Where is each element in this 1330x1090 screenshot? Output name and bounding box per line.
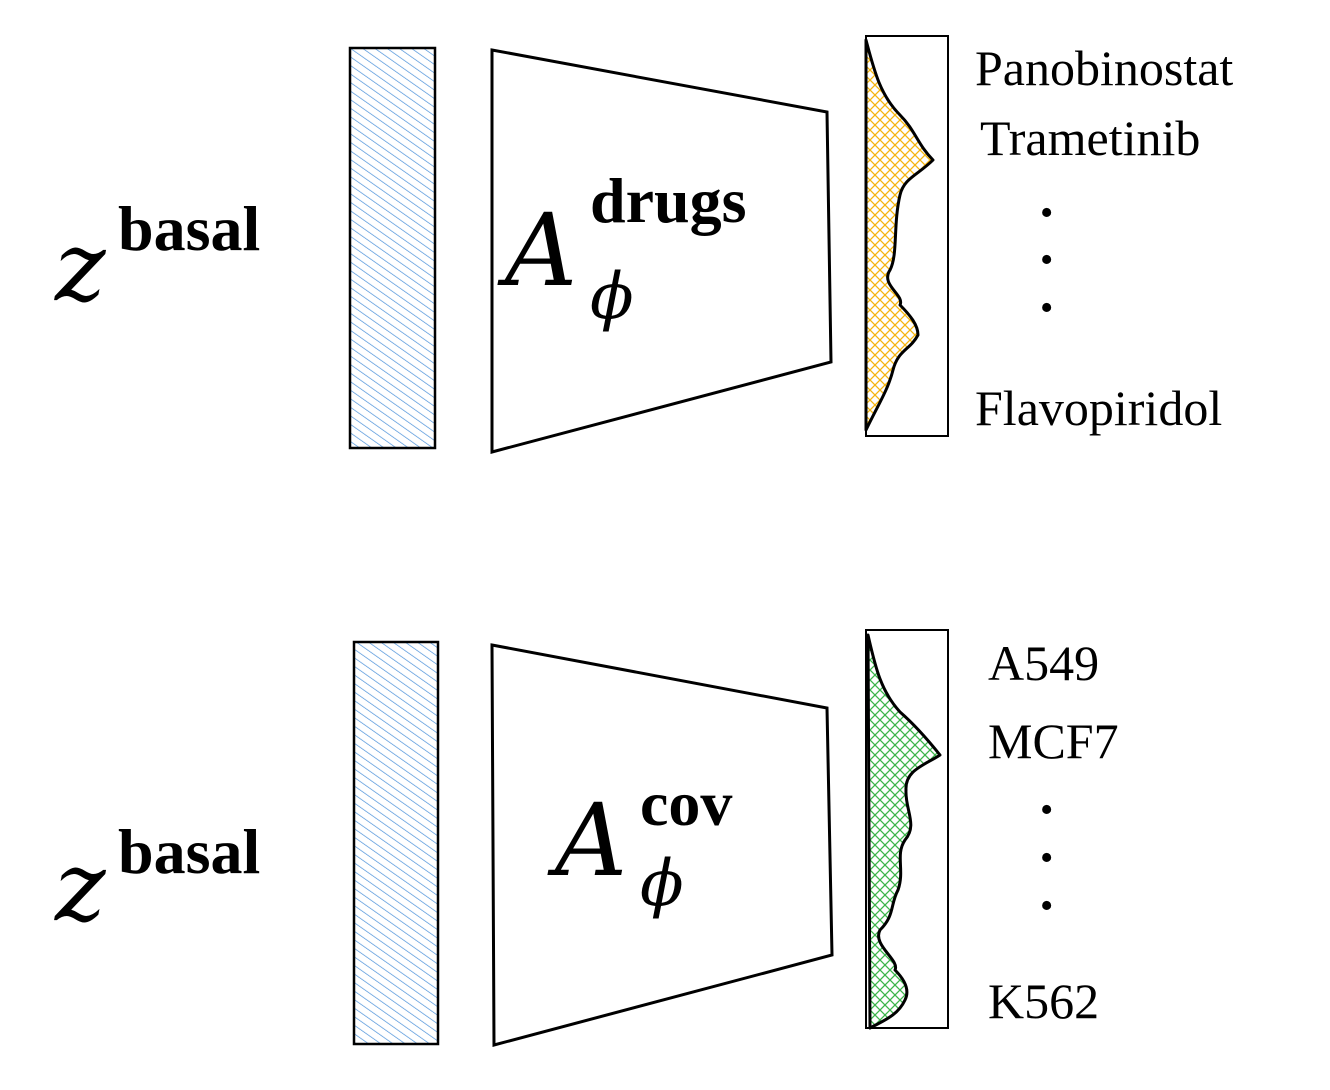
adversary-superscript: drugs <box>590 165 747 236</box>
latent-vector <box>352 640 440 1046</box>
class-label: Panobinostat <box>975 40 1233 96</box>
ellipsis-dot: • <box>1040 287 1053 329</box>
output-distribution <box>866 633 942 1030</box>
ellipsis-dot: • <box>1040 885 1053 927</box>
latent-vector <box>348 46 437 450</box>
class-label: Flavopiridol <box>975 380 1222 436</box>
adversary-subscript: ϕ <box>590 260 634 334</box>
panel-drugs: z basal A drugs ϕ Panobinostat Trametini… <box>54 35 1233 454</box>
class-label: MCF7 <box>988 713 1119 769</box>
adversary-symbol: A <box>497 192 577 309</box>
class-label: K562 <box>988 973 1099 1029</box>
input-symbol: z <box>54 211 107 323</box>
adversary-subscript: ϕ <box>640 847 684 921</box>
output-distribution <box>864 38 935 432</box>
adversary-superscript: cov <box>640 768 732 839</box>
ellipsis-dot: • <box>1040 837 1053 879</box>
adversary-network <box>490 48 833 454</box>
panel-cov: z basal A cov ϕ A549 MCF7 • • • K562 <box>54 629 1119 1047</box>
class-label: Trametinib <box>980 110 1200 166</box>
input-symbol: z <box>54 831 107 943</box>
adversary-network <box>490 643 834 1047</box>
output-box <box>865 629 949 1029</box>
adversary-symbol: A <box>547 782 627 899</box>
ellipsis-dot: • <box>1040 239 1053 281</box>
input-superscript: basal <box>118 193 260 264</box>
ellipsis-dot: • <box>1040 192 1053 234</box>
ellipsis-dot: • <box>1040 789 1053 831</box>
class-label: A549 <box>988 635 1099 691</box>
input-superscript: basal <box>118 816 260 887</box>
